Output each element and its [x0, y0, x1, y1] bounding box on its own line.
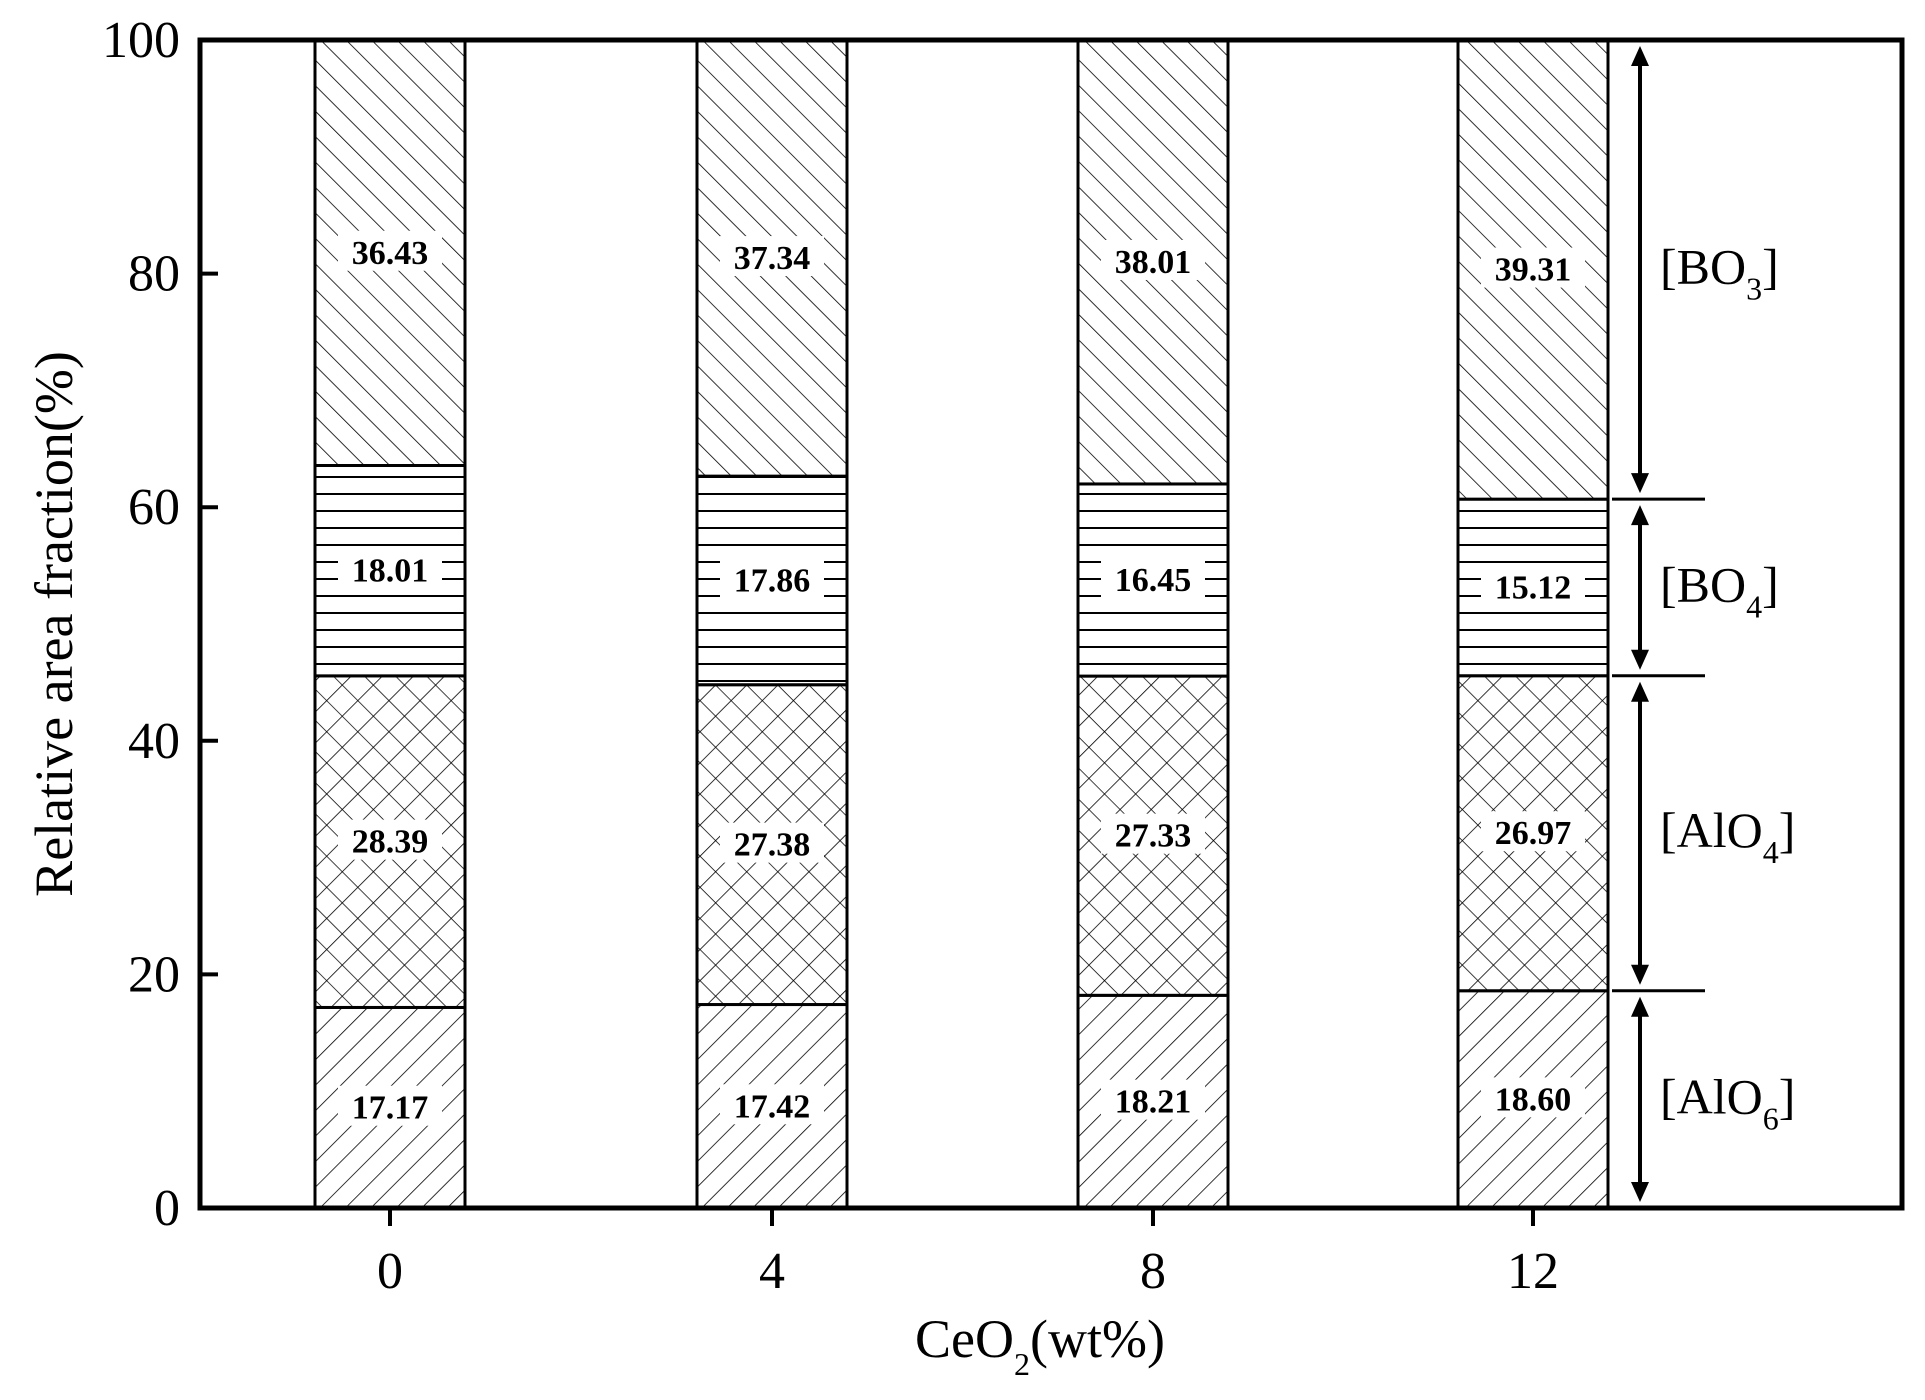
segment-label-bg	[720, 236, 824, 277]
y-tick-label: 40	[128, 713, 180, 770]
segment-label-bg	[720, 558, 824, 599]
y-tick-label: 100	[102, 12, 180, 69]
arrow-up-icon	[1631, 681, 1649, 702]
y-tick-label: 20	[128, 946, 180, 1003]
bracket-legend: [BO3] [BO4] [AlO4] [AlO6]	[1612, 46, 1795, 1202]
segment-label-bg	[1481, 811, 1585, 852]
x-tick-label: 4	[759, 1243, 785, 1300]
segment-label-bg	[1101, 239, 1205, 280]
y-tick-label: 60	[128, 479, 180, 536]
plot-frame	[197, 37, 1905, 1211]
arrow-down-icon	[1631, 1182, 1649, 1202]
segment-label-BO4-12: 15.12	[1495, 569, 1572, 606]
segment-label-bg	[720, 822, 824, 863]
segment-label-BO4-8: 16.45	[1115, 562, 1192, 599]
segment-label-bg	[1101, 813, 1205, 854]
segment-label-bg	[338, 1085, 442, 1126]
y-axis-title: Relative area fraction(%)	[24, 351, 84, 897]
y-axis: 0 20 40 60 80 100	[102, 12, 218, 1237]
segment-label-BO3-8: 38.01	[1115, 244, 1192, 281]
segment-label-bg	[1481, 565, 1585, 606]
segment-label-bg	[338, 819, 442, 860]
y-tick-label: 80	[128, 246, 180, 303]
arrow-up-icon	[1631, 46, 1649, 66]
segment-label-bg	[1101, 558, 1205, 599]
arrow-down-icon	[1631, 649, 1649, 670]
segment-label-bg	[720, 1084, 824, 1125]
arrow-down-icon	[1631, 964, 1649, 985]
segment-label-AlO4-0: 28.39	[352, 824, 429, 861]
segment-label-AlO4-4: 27.38	[734, 827, 811, 864]
segment-label-AlO6-8: 18.21	[1115, 1084, 1192, 1121]
segment-label-bg	[338, 230, 442, 271]
y-tick-label: 0	[154, 1180, 180, 1237]
segment-label-BO3-12: 39.31	[1495, 252, 1572, 289]
segment-labels-layer: 17.17 28.39 18.01 36.43 17.42 27.38 17.86 37.34…	[338, 230, 1585, 1127]
segment-label-AlO4-8: 27.33	[1115, 818, 1192, 855]
segment-label-BO4-0: 18.01	[352, 553, 429, 590]
segment-label-AlO6-4: 17.42	[734, 1088, 811, 1125]
bars-layer	[313, 38, 1610, 1210]
arrow-up-icon	[1631, 996, 1649, 1017]
x-axis-title: CeO2(wt%)	[915, 1309, 1165, 1382]
x-tick-label: 8	[1140, 1243, 1166, 1300]
arrow-up-icon	[1631, 505, 1649, 526]
segment-label-BO3-4: 37.34	[734, 240, 811, 277]
segment-label-bg	[1101, 1079, 1205, 1120]
x-tick-label: 12	[1507, 1243, 1559, 1300]
arrow-down-icon	[1631, 473, 1649, 494]
x-axis: 0 4 8 12	[377, 1208, 1559, 1300]
segment-label-bg	[1481, 1077, 1585, 1118]
legend-label-BO3: [BO3]	[1660, 239, 1779, 307]
legend-label-BO4: [BO4]	[1660, 556, 1779, 624]
segment-label-AlO4-12: 26.97	[1495, 815, 1572, 852]
segment-label-BO4-4: 17.86	[734, 562, 811, 599]
segment-label-AlO6-0: 17.17	[352, 1090, 429, 1127]
legend-label-AlO6: [AlO6]	[1660, 1068, 1795, 1136]
x-tick-label: 0	[377, 1243, 403, 1300]
segment-label-bg	[338, 548, 442, 589]
segment-label-BO3-0: 36.43	[352, 235, 429, 272]
segment-label-bg	[1481, 247, 1585, 288]
segment-label-AlO6-12: 18.60	[1495, 1081, 1572, 1118]
legend-label-AlO4: [AlO4]	[1660, 802, 1795, 870]
